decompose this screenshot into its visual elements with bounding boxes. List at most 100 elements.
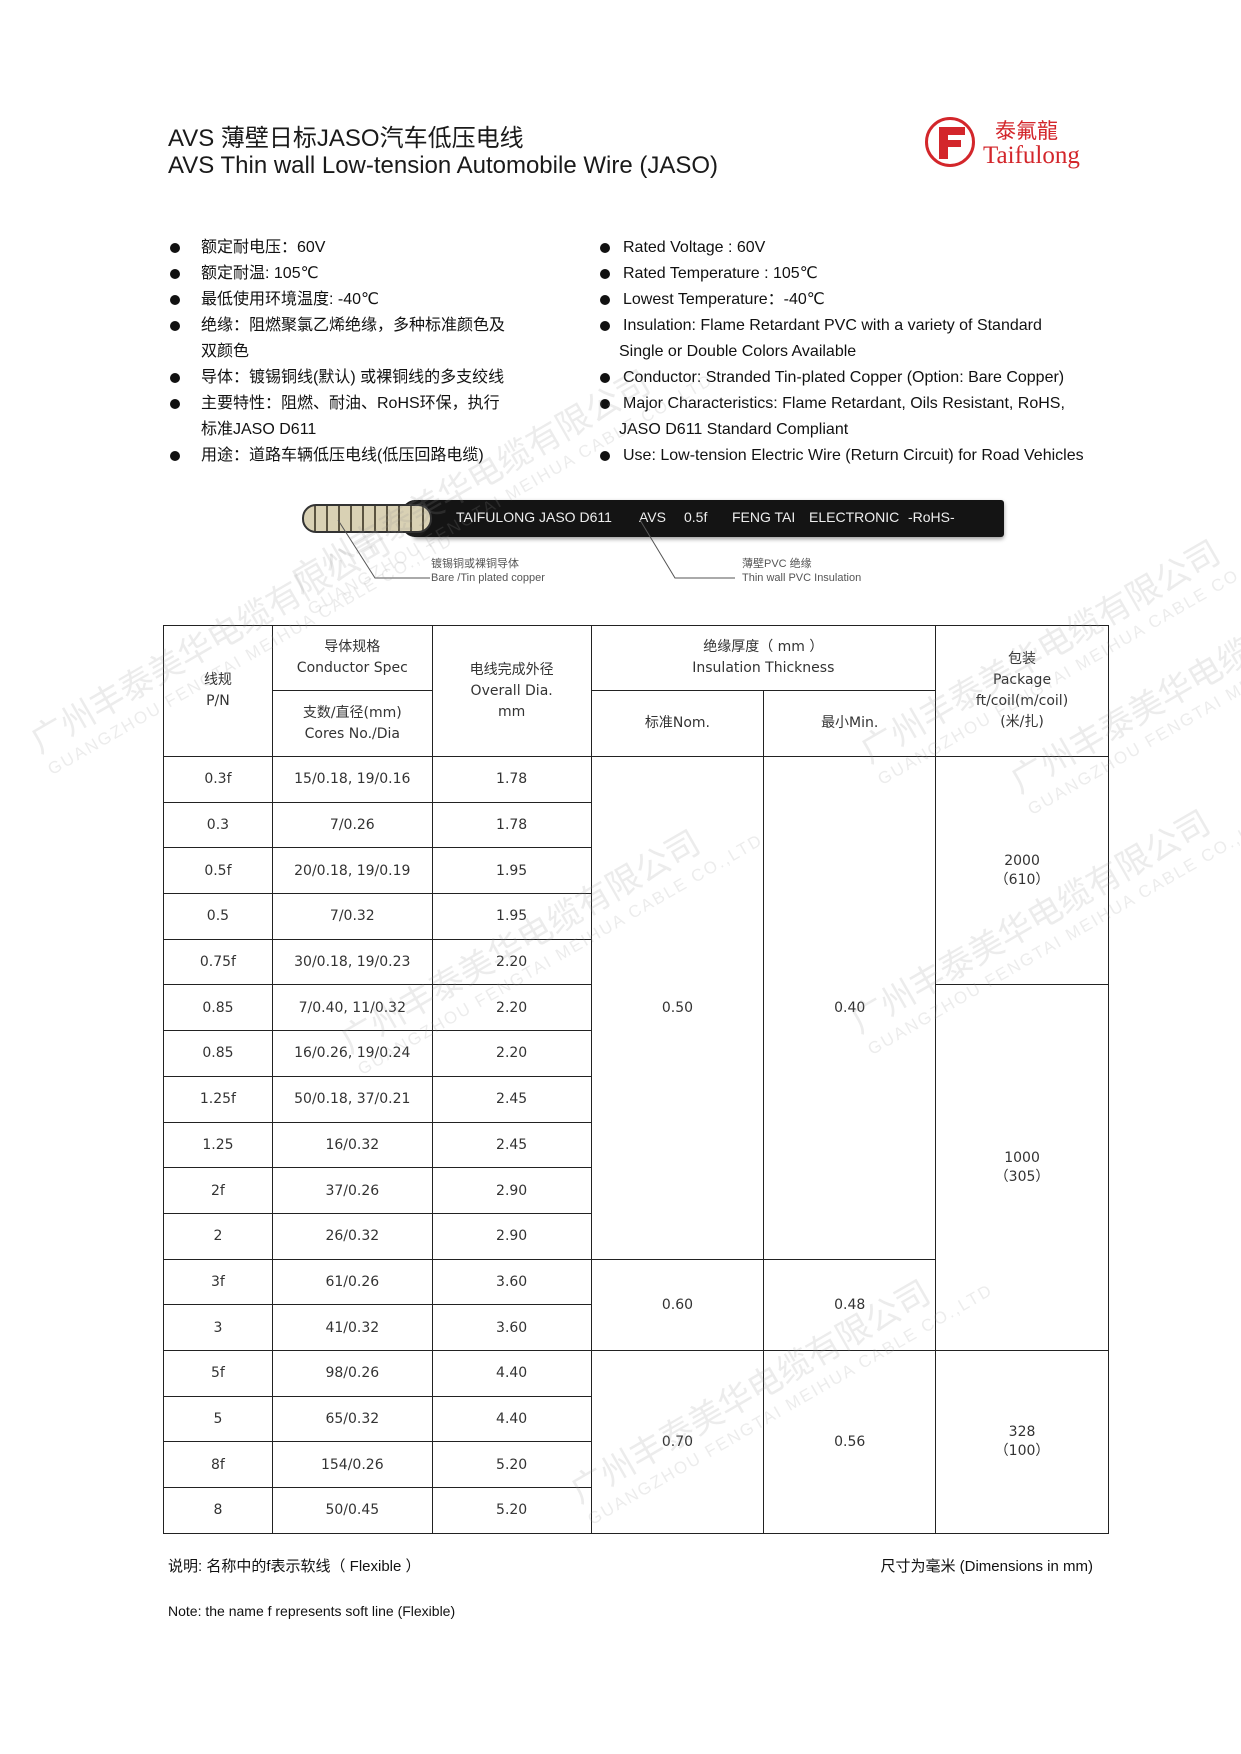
cell-pn: 3f: [163, 1258, 273, 1306]
cell-pn: 0.3: [163, 801, 273, 849]
spec-cn-item: 主要特性：阻燃、耐油、RoHS环保，执行: [201, 395, 500, 412]
cell-pn: 2: [163, 1212, 273, 1260]
cell-cores: 16/0.26, 19/0.24: [271, 1030, 433, 1077]
cell-pn: 5: [163, 1395, 273, 1443]
wire-print-text: AVS: [639, 509, 666, 525]
cell-nom-thickness: 0.50: [590, 756, 765, 1260]
footnote-cn: 说明: 名称中的f表示软线（ Flexible ）: [168, 1558, 421, 1575]
cell-cores: 7/0.26: [271, 801, 433, 849]
bullet-icon: [170, 373, 180, 383]
bullet-icon: [600, 399, 610, 409]
cell-package: 1000 （305）: [935, 984, 1109, 1351]
cell-cores: 26/0.32: [271, 1212, 433, 1260]
header-diameter: 电线完成外径 Overall Dia. mm: [431, 625, 592, 757]
table-row: 0.85 7/0.40, 11/0.32 2.20 1000 （305）: [163, 984, 1109, 1351]
cell-pn: 0.75f: [163, 938, 273, 986]
cell-pn: 0.85: [163, 984, 273, 1032]
insulation-label-cn: 薄壁PVC 绝缘: [742, 558, 812, 570]
cell-dia: 3.60: [431, 1304, 592, 1351]
cell-cores: 30/0.18, 19/0.23: [271, 938, 433, 986]
cell-cores: 65/0.32: [271, 1395, 433, 1443]
bullet-icon: [170, 451, 180, 461]
header-insulation: 绝缘厚度（ mm ） Insulation Thickness: [590, 625, 937, 691]
header-min: 最小Min.: [763, 690, 937, 757]
table-row: 2 26/0.32 2.90: [163, 1212, 1109, 1260]
conductor-core: [302, 504, 432, 533]
bullet-icon: [170, 399, 180, 409]
spec-cn-item: 导体：镀锡铜线(默认) 或裸铜线的多支绞线: [201, 369, 505, 386]
cell-min-thickness: 0.56: [763, 1349, 937, 1534]
cell-pn: 0.5f: [163, 847, 273, 895]
cell-dia: 1.78: [431, 756, 592, 803]
cell-dia: 2.20: [431, 938, 592, 986]
package-ft: 328: [1008, 1423, 1036, 1440]
cell-cores: 7/0.40, 11/0.32: [271, 984, 433, 1032]
cell-cores: 7/0.32: [271, 893, 433, 940]
package-m: （305）: [994, 1168, 1050, 1185]
table-row: 0.5 7/0.32 1.95: [163, 893, 1109, 940]
logo-cn: 泰氟龍: [995, 119, 1058, 143]
spec-en-item: Insulation: Flame Retardant PVC with a v…: [623, 317, 1042, 334]
spec-en-item: Single or Double Colors Available: [619, 343, 857, 360]
wire-print-text: JASO D611: [539, 509, 612, 525]
cell-package: 328 （100）: [935, 1349, 1109, 1534]
cell-cores: 41/0.32: [271, 1304, 433, 1351]
cell-nom-thickness: 0.70: [590, 1349, 765, 1534]
spec-table: 线规 P/N 导体规格 Conductor Spec 电线完成外径 Overall D…: [163, 625, 1109, 1534]
table-row: 5f 98/0.26 4.40 0.70 0.56 328 （100）: [163, 1349, 1109, 1534]
company-logo: 泰氟龍 Taifulong: [925, 115, 1085, 177]
table-row: 5 65/0.32 4.40: [163, 1395, 1109, 1443]
spec-en-item: Lowest Temperature：-40℃: [623, 291, 825, 308]
conductor-label-en: Bare /Tin plated copper: [431, 572, 545, 584]
cell-dia: 5.20: [431, 1487, 592, 1534]
wire-print-text: FENG TAI: [732, 509, 796, 525]
spec-en-item: Rated Temperature : 105℃: [623, 265, 818, 282]
spec-en-item: Major Characteristics: Flame Retardant, …: [623, 395, 1065, 412]
cell-pn: 1.25: [163, 1121, 273, 1169]
package-ft: 1000: [1004, 1149, 1040, 1166]
spec-cn-item: 最低使用环境温度: -40℃: [201, 291, 379, 308]
cell-dia: 3.60: [431, 1258, 592, 1306]
bullet-icon: [600, 295, 610, 305]
bullet-icon: [170, 269, 180, 279]
cell-dia: 2.20: [431, 1030, 592, 1077]
wire-print-text: TAIFULONG: [456, 509, 536, 525]
table-row: 0.3f 15/0.18, 19/0.16 1.78 0.50 0.40 2000 （610…: [163, 755, 1109, 1260]
bullet-icon: [600, 269, 610, 279]
spec-cn-item: 用途：道路车辆低压电线(低压回路电缆): [201, 447, 484, 464]
cell-pn: 0.3f: [163, 756, 273, 803]
cell-min-thickness: 0.48: [763, 1258, 937, 1351]
cell-dia: 1.78: [431, 801, 592, 849]
cell-dia: 4.40: [431, 1349, 592, 1397]
package-m: （610）: [994, 871, 1050, 888]
wire-illustration: TAIFULONG JASO D611 AVS 0.5f FENG TAI ELECTRO…: [302, 500, 1004, 537]
table-row: 8 50/0.45 5.20: [163, 1487, 1109, 1534]
units-note: 尺寸为毫米 (Dimensions in mm): [880, 1558, 1093, 1575]
bullet-icon: [170, 295, 180, 305]
cell-dia: 2.20: [431, 984, 592, 1032]
cell-min-thickness: 0.40: [763, 756, 937, 1260]
cell-pn: 0.85: [163, 1030, 273, 1077]
insulation-label-en: Thin wall PVC Insulation: [742, 572, 862, 584]
cell-pn: 2f: [163, 1167, 273, 1214]
spec-cn-item: 双颜色: [201, 343, 250, 360]
cell-cores: 50/0.45: [271, 1487, 433, 1534]
cell-pn: 1.25f: [163, 1075, 273, 1123]
footnote-en: Note: the name f represents soft line (F…: [168, 1603, 456, 1619]
table-row: 0.75f 30/0.18, 19/0.23 2.20: [163, 938, 1109, 986]
wire-print-text: ELECTRONIC: [809, 509, 900, 525]
table-row: 1.25f 50/0.18, 37/0.21 2.45: [163, 1075, 1109, 1123]
conductor-label-cn: 镀锡铜或裸铜导体: [431, 558, 519, 570]
table-row: 1.25 16/0.32 2.45: [163, 1121, 1109, 1169]
spec-en-item: JASO D611 Standard Compliant: [619, 421, 849, 438]
logo-en: Taifulong: [983, 142, 1080, 169]
package-m: （100）: [994, 1442, 1050, 1459]
cell-dia: 1.95: [431, 847, 592, 895]
bullet-icon: [170, 321, 180, 331]
title-cn: AVS 薄壁日标JASO汽车低压电线: [168, 125, 524, 152]
cell-dia: 2.90: [431, 1212, 592, 1260]
title-en: AVS Thin wall Low-tension Automobile Wir…: [168, 152, 718, 179]
spec-en-item: Conductor: Stranded Tin-plated Copper (O…: [623, 369, 1065, 386]
cell-dia: 1.95: [431, 893, 592, 940]
table-row: 3 41/0.32 3.60: [163, 1304, 1109, 1351]
